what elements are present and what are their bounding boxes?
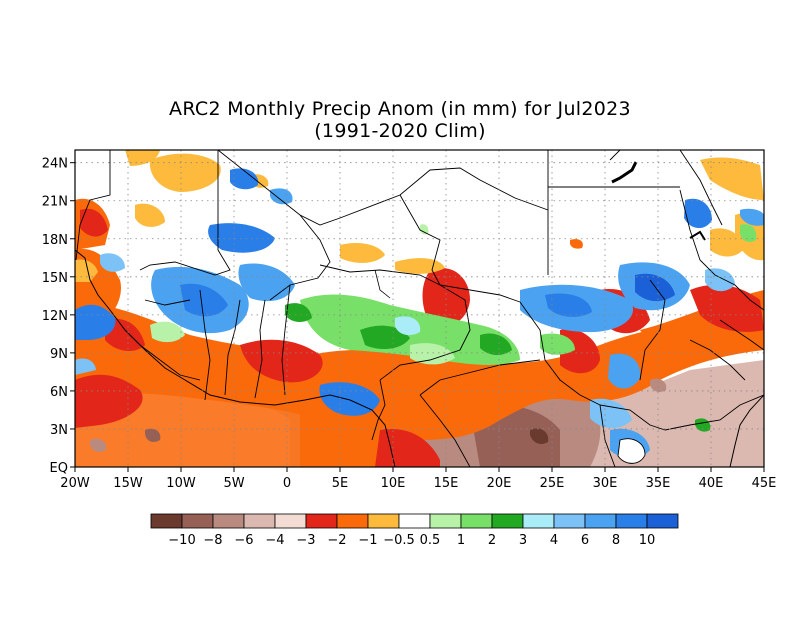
y-axis-ticks: EQ 3N 6N 9N 12N 15N 18N 21N 24N [42,157,75,476]
colorbar-swatch [553,513,586,529]
y-tick-label: 15N [42,271,68,286]
colorbar-label: −6 [234,533,253,548]
colorbar-label: 4 [550,533,558,548]
colorbar-swatch [584,513,617,529]
x-tick-label: 20E [487,476,512,491]
colorbar-label: −10 [168,533,195,548]
lake-victoria [617,438,646,464]
colorbar-swatch [398,513,431,529]
colorbar-label: 10 [639,533,656,548]
x-tick-label: 40E [699,476,724,491]
colorbar-swatch [646,513,679,529]
colorbar-label: −1 [358,533,377,548]
y-tick-label: EQ [50,461,68,476]
x-tick-label: 25E [540,476,565,491]
colorbar-swatch [274,513,307,529]
colorbar-label: 0.5 [420,533,441,548]
x-tick-label: 15E [434,476,459,491]
y-tick-label: 6N [50,385,68,400]
colorbar-swatch [181,513,214,529]
colorbar-label: 6 [581,533,589,548]
y-tick-label: 3N [50,423,68,438]
y-tick-label: 12N [42,309,68,324]
colorbar-swatch [615,513,648,529]
anomaly-field [75,150,764,467]
x-tick-label: 20W [60,476,90,491]
colorbar-swatch [522,513,555,529]
x-tick-label: 45E [752,476,777,491]
colorbar-label: 2 [488,533,496,548]
colorbar-label: −8 [203,533,222,548]
colorbar-label: 8 [612,533,620,548]
colorbar-swatch [243,513,276,529]
wet-blue-west [75,304,116,340]
colorbar: −10 −8 −6 −4 −3 −2 −1 −0.5 0.5 1 2 3 4 6 8 10 [150,513,679,548]
x-axis-ticks: 20W 15W 10W 5W 0 5E 10E 15E 20E 25E 30E 35E 40E 45E [60,467,776,491]
x-tick-label: 0 [283,476,291,491]
x-tick-label: 30E [593,476,618,491]
colorbar-label: −2 [327,533,346,548]
colorbar-swatch [460,513,493,529]
colorbar-swatch [212,513,245,529]
map-title: ARC2 Monthly Precip Anom (in mm) for Jul… [169,98,631,120]
y-tick-label: 9N [50,347,68,362]
colorbar-swatch [367,513,400,529]
colorbar-swatch [150,513,183,529]
x-tick-label: 10W [166,476,196,491]
colorbar-label: −4 [265,533,284,548]
map-frame [74,149,765,468]
x-tick-label: 15W [113,476,143,491]
colorbar-label: 3 [519,533,527,548]
colorbar-label: 1 [457,533,465,548]
colorbar-label: −0.5 [383,533,415,548]
colorbar-swatch [336,513,369,529]
deficit-band [75,304,764,440]
map-grid [75,150,764,467]
colorbar-swatch [305,513,338,529]
colorbar-swatch [429,513,462,529]
y-tick-label: 24N [42,157,68,172]
x-tick-label: 35E [646,476,671,491]
x-tick-label: 5E [332,476,349,491]
map-subtitle: (1991-2020 Clim) [314,120,486,142]
coastline [75,249,396,467]
colorbar-swatch [491,513,524,529]
colorbar-label: −3 [296,533,315,548]
x-tick-label: 5W [223,476,244,491]
y-tick-label: 21N [42,195,68,210]
x-tick-label: 10E [381,476,406,491]
y-tick-label: 18N [42,233,68,248]
